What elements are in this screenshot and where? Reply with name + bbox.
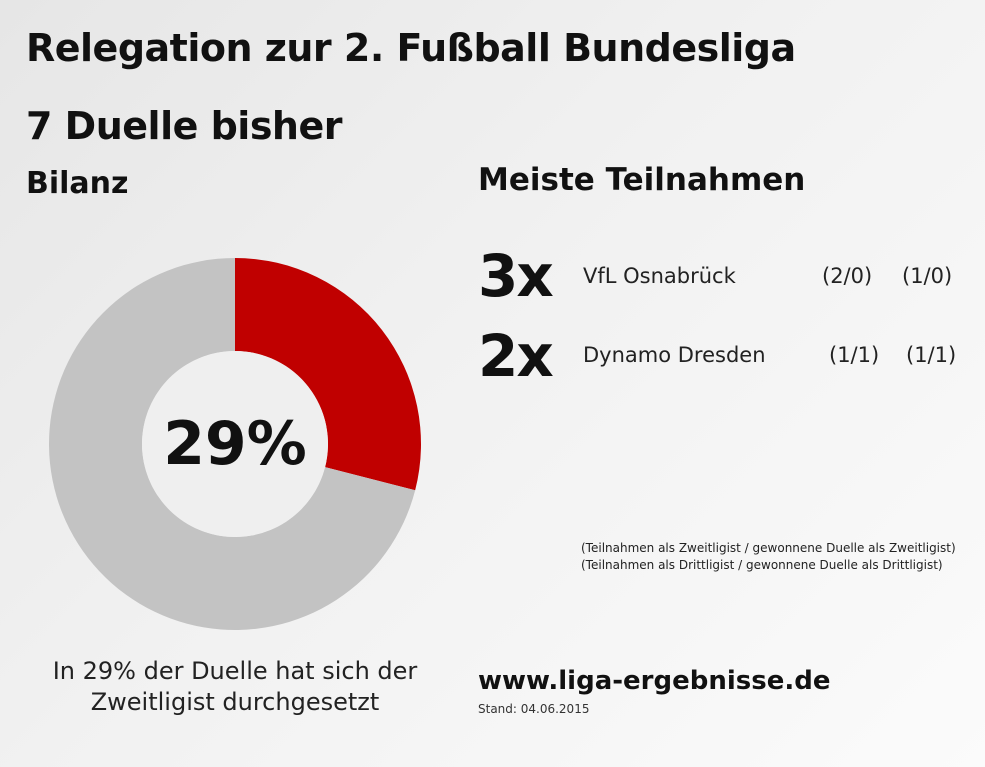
donut-hole [142, 351, 328, 537]
stand-date: Stand: 04.06.2015 [478, 702, 590, 716]
participation-third-league-stat: (1/0) [902, 264, 953, 288]
legend-note: (Teilnahmen als Zweitligist / gewonnene … [581, 541, 956, 555]
participation-team: Dynamo Dresden [583, 343, 766, 367]
donut-slice-1 [48, 258, 416, 630]
participation-second-league-stat: (1/1) [829, 343, 880, 367]
participation-count: 3x [478, 242, 554, 310]
chart-caption: In 29% der Duelle hat sich der Zweitligi… [52, 657, 418, 716]
bilanz-heading: Bilanz [26, 166, 129, 201]
participation-count: 2x [478, 322, 554, 390]
participation-third-league-stat: (1/1) [906, 343, 957, 367]
participation-second-league-stat: (2/0) [822, 264, 873, 288]
participations-heading: Meiste Teilnahmen [478, 162, 806, 198]
donut-center-label: 29% [163, 409, 307, 479]
site-url[interactable]: www.liga-ergebnisse.de [478, 666, 831, 696]
legend-note: (Teilnahmen als Drittligist / gewonnene … [581, 558, 943, 572]
donut-slice-0 [235, 258, 421, 491]
page-title: Relegation zur 2. Fußball Bundesliga [26, 26, 796, 70]
participation-team: VfL Osnabrück [583, 264, 736, 288]
page-subtitle: 7 Duelle bisher [26, 104, 343, 148]
donut-chart: 29% [48, 258, 421, 630]
